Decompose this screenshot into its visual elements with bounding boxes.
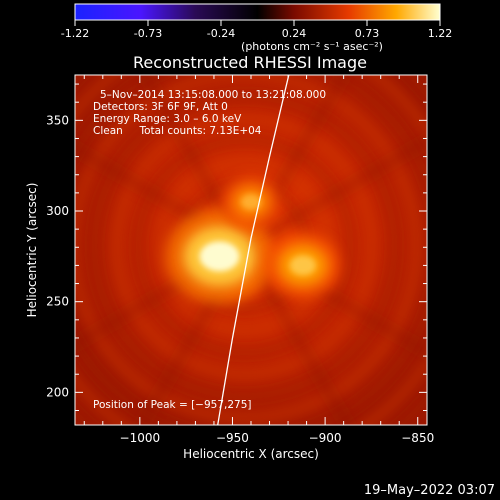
x-tick-label: −950 [216, 431, 249, 445]
detectors-text: Detectors: 3F 6F 9F, Att 0 [93, 101, 228, 113]
colorbar-tick-label: 1.22 [428, 27, 453, 40]
source-core [199, 241, 240, 272]
time-range-text: 5–Nov–2014 13:15:08.000 to 13:21:08.000 [100, 89, 326, 101]
y-tick-label: 200 [46, 385, 69, 399]
colorbar-unit-label: (photons cm⁻² s⁻¹ asec⁻²) [241, 40, 383, 53]
y-tick-label: 300 [46, 204, 69, 218]
colorbar-tick-label: -0.73 [134, 27, 162, 40]
observation-info: 5–Nov–2014 13:15:08.000 to 13:21:08.000 … [93, 89, 326, 411]
source-core [240, 194, 262, 210]
chart-title: Reconstructed RHESSI Image [133, 53, 367, 72]
plot-timestamp: 19–May–2022 03:07 [364, 483, 495, 498]
x-axis: −1000 −950 −900 −850 [83, 75, 434, 445]
source-core [289, 255, 316, 276]
x-tick-label: −850 [401, 431, 434, 445]
colorbar-ticks: -1.22 -0.73 -0.24 0.24 0.73 1.22 [61, 20, 452, 40]
x-axis-label: Heliocentric X (arcsec) [183, 447, 319, 461]
emission-sources [165, 174, 340, 305]
clean-counts-text: Clean Total counts: 7.13E+04 [93, 125, 262, 137]
peak-position-text: Position of Peak = [−957,275] [93, 399, 252, 411]
colorbar-tick-label: -1.22 [61, 27, 89, 40]
x-tick-label: −900 [309, 431, 342, 445]
colorbar-tick-label: 0.24 [282, 27, 307, 40]
colorbar-tick-label: 0.73 [355, 27, 380, 40]
ripple-spoke [240, 243, 354, 425]
y-tick-label: 350 [46, 113, 69, 127]
colorbar-scale [74, 3, 441, 21]
colorbar-tick-label: -0.24 [207, 27, 235, 40]
ripple-spoke [242, 135, 427, 251]
colorbar: -1.22 -0.73 -0.24 0.24 0.73 1.22 (photons cm⁻… [61, 3, 452, 53]
solar-limb-line [217, 75, 290, 425]
y-axis-label: Heliocentric Y (arcsec) [25, 183, 39, 318]
y-tick-label: 250 [46, 295, 69, 309]
x-tick-label: −1000 [120, 431, 161, 445]
y-axis: 200 250 300 350 [46, 83, 427, 411]
energy-range-text: Energy Range: 3.0 – 6.0 keV [93, 113, 242, 125]
